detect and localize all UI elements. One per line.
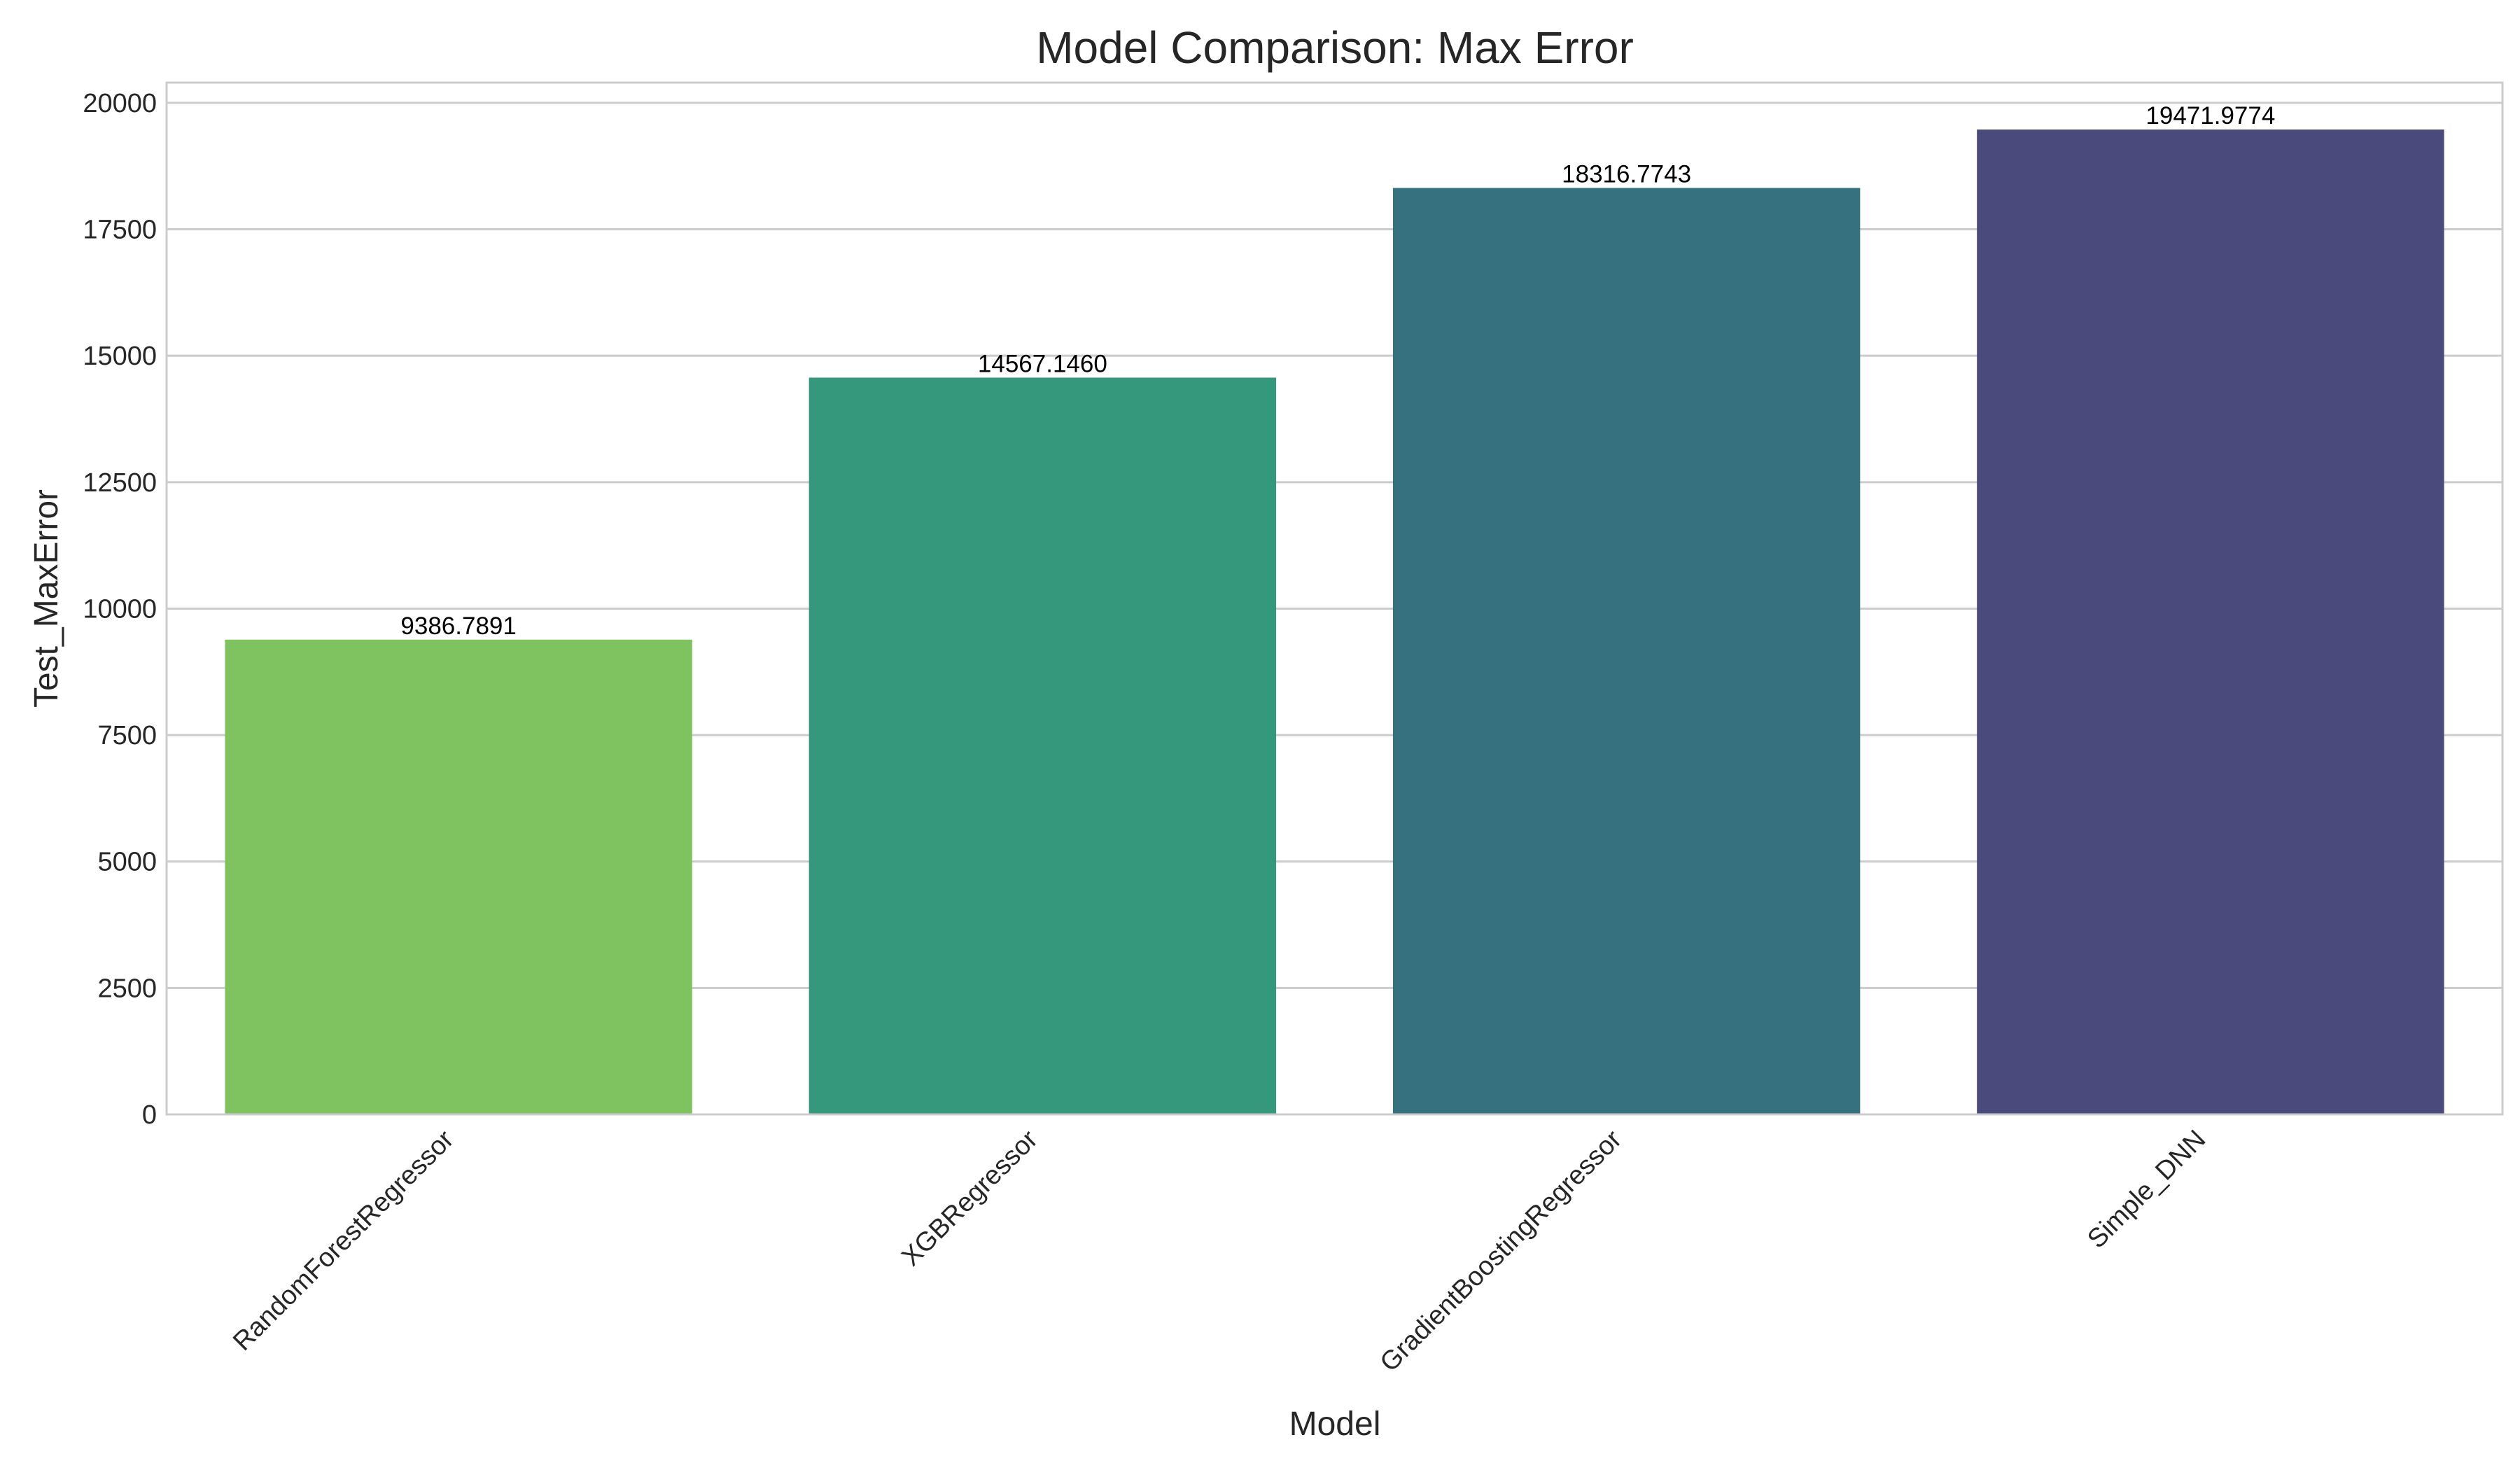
y-tick-label: 12500 [83, 468, 157, 498]
y-axis-title: Test_MaxError [28, 489, 65, 708]
data-labels: 9386.7891 14567.1460 18316.7743 19471.9774 [400, 102, 2275, 640]
y-tick-label: 5000 [97, 848, 157, 877]
bar-simple-dnn [1977, 130, 2444, 1114]
bar-value-label: 14567.1460 [978, 350, 1107, 377]
plot-frame [165, 81, 2504, 1116]
bar-value-label: 18316.7743 [1562, 161, 1691, 188]
y-tick-label: 7500 [97, 721, 157, 750]
y-tick-label: 10000 [83, 594, 157, 624]
bar-value-label: 19471.9774 [2146, 102, 2275, 130]
bar-randomforestregressor [225, 639, 692, 1114]
chart-title: Model Comparison: Max Error [1036, 22, 1634, 73]
y-tick-label: 2500 [97, 974, 157, 1003]
bar-gradientboostingregressor [1392, 188, 1861, 1115]
x-axis-title: Model [1289, 1406, 1381, 1443]
y-tick-label: 15000 [83, 342, 157, 371]
bars [225, 130, 2444, 1115]
y-axis-ticks: 0 2500 5000 7500 10000 12500 15000 17500 20000 [83, 89, 157, 1130]
bar-value-label: 9386.7891 [400, 612, 516, 640]
y-tick-label: 17500 [83, 216, 157, 245]
y-tick-label: 0 [142, 1100, 157, 1130]
bar-xgbregressor [808, 377, 1277, 1114]
y-tick-label: 20000 [83, 89, 157, 118]
